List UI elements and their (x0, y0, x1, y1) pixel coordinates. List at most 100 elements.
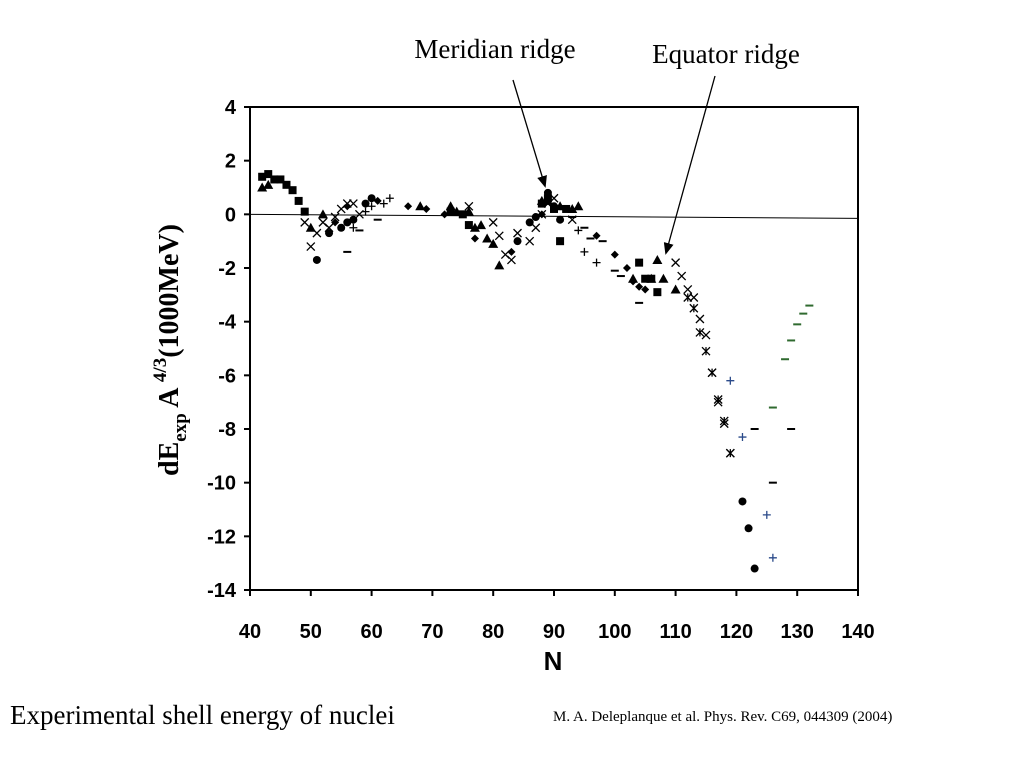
data-point-diamond (470, 234, 479, 243)
data-point-x (348, 199, 358, 209)
x-tick-label: 100 (598, 621, 631, 643)
data-point-plus (580, 247, 589, 256)
data-point-x (525, 236, 535, 246)
data-point-x (312, 228, 322, 238)
chart-svg: 4 2 0 -2 -4 -6 -8 -10 -12 -14 40 50 60 70 80 90 100 110 1… (150, 34, 875, 676)
data-point-diamond (622, 264, 631, 272)
data-point-x (531, 223, 541, 233)
data-point-x (506, 255, 516, 265)
y-tick-label: -8 (218, 419, 236, 441)
data-point-diamond (629, 277, 638, 286)
data-point-triangle (476, 220, 487, 230)
data-point-plus (592, 258, 601, 267)
data-point-square (288, 186, 297, 195)
data-point-triangle (451, 206, 462, 216)
data-point-x (306, 242, 316, 251)
x-tick-label: 70 (421, 621, 443, 643)
data-point-triangle (257, 182, 268, 192)
data-point-plus (379, 199, 388, 208)
y-tick-label: -6 (218, 365, 236, 387)
data-point-diamond (343, 202, 352, 211)
data-point-triangle (670, 284, 681, 294)
data-point-triangle (317, 209, 328, 219)
data-point-asterisk (707, 368, 717, 378)
data-point-plus (768, 553, 777, 562)
data-point-plus (762, 510, 771, 519)
data-point-square (264, 170, 273, 179)
data-point-circle (367, 194, 376, 203)
data-point-circle (556, 215, 565, 224)
data-point-x (494, 231, 504, 241)
data-point-asterisk (713, 395, 723, 404)
data-point-plus (349, 223, 358, 232)
data-point-square (458, 210, 467, 219)
data-point-diamond (373, 196, 382, 205)
data-points (257, 170, 814, 573)
data-point-triangle (494, 260, 505, 270)
x-tick-label: 120 (720, 621, 753, 643)
x-tick-label: 50 (300, 621, 322, 643)
x-axis: 40 50 60 70 80 90 100 110 120 130 140 (239, 590, 875, 643)
data-point-circle (325, 229, 334, 238)
data-point-square (270, 175, 279, 184)
data-point-circle (312, 255, 321, 264)
y-tick-label: -14 (207, 580, 237, 602)
y-tick-label: -12 (207, 526, 236, 548)
y-axis: 4 2 0 -2 -4 -6 -8 -10 -12 -14 (207, 97, 250, 602)
data-point-square (653, 288, 662, 297)
data-point-diamond (592, 231, 601, 240)
data-point-circle (531, 213, 540, 222)
meridian-ridge-label: Meridian ridge (414, 34, 575, 64)
data-point-circle (550, 202, 558, 211)
data-point-triangle (542, 195, 553, 205)
data-point-x (701, 330, 711, 340)
data-point-diamond (404, 202, 413, 211)
data-point-square (446, 207, 455, 216)
x-tick-label: 140 (841, 621, 874, 643)
data-point-plus (367, 202, 376, 211)
data-point-triangle (445, 201, 456, 211)
data-point-square (300, 207, 309, 216)
y-tick-label: -10 (207, 473, 236, 495)
data-point-plus (385, 194, 394, 203)
data-point-triangle (488, 238, 499, 248)
data-point-diamond (422, 204, 431, 213)
data-point-diamond (610, 250, 619, 259)
x-tick-label: 60 (360, 621, 382, 643)
data-point-diamond (440, 210, 449, 219)
y-tick-label: 2 (225, 151, 236, 173)
figure-caption: Experimental shell energy of nuclei (10, 700, 395, 730)
data-point-x (677, 271, 687, 281)
data-point-circle (337, 223, 346, 232)
data-point-x (488, 217, 498, 227)
data-point-triangle (646, 273, 657, 283)
data-point-x (513, 228, 522, 238)
y-tick-label: -2 (218, 258, 236, 280)
x-tick-label: 130 (781, 621, 814, 643)
equator-ridge-label: Equator ridge (652, 39, 800, 69)
y-tick-label: -4 (218, 312, 237, 334)
x-axis-label: N (544, 646, 563, 676)
data-point-triangle (463, 206, 474, 216)
data-point-x (671, 258, 681, 268)
data-point-square (556, 237, 565, 246)
meridian-arrow (512, 79, 547, 188)
data-point-triangle (573, 201, 584, 211)
data-point-circle (744, 524, 753, 533)
data-point-square (635, 258, 644, 267)
data-point-circle (361, 199, 370, 208)
data-point-square (276, 175, 285, 184)
data-point-x (695, 314, 705, 324)
data-point-plus (361, 207, 370, 216)
data-point-square (282, 180, 291, 189)
data-point-asterisk (701, 346, 711, 356)
reference-citation: M. A. Deleplanque et al. Phys. Rev. C69,… (553, 709, 893, 725)
data-point-x (324, 223, 334, 233)
data-point-x (300, 217, 310, 227)
x-tick-label: 40 (239, 621, 261, 643)
y-axis-label: dEexp A 4/3(1000MeV) (150, 224, 191, 476)
equator-arrow (663, 75, 716, 255)
data-point-plus (738, 433, 747, 442)
data-point-asterisk (725, 448, 735, 458)
x-tick-label: 110 (659, 621, 691, 643)
